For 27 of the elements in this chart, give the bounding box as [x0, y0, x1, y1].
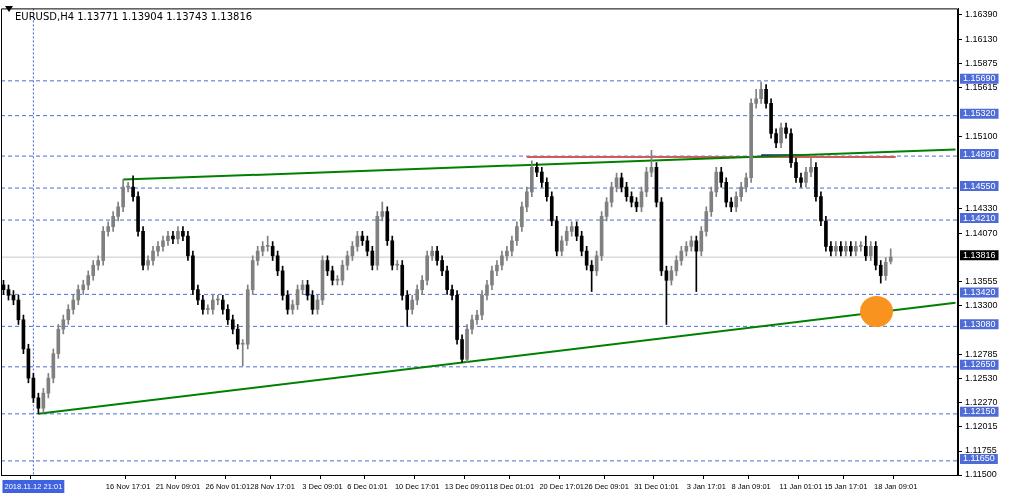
ref-line-label: 1.14550	[963, 180, 996, 191]
y-tick-label: 1.11500	[965, 469, 997, 480]
ref-line-label: 1.12150	[963, 406, 996, 417]
y-tick-label: 1.16390	[965, 9, 998, 20]
y-tick-label: 1.12015	[965, 421, 998, 432]
y-tick-label: 1.11755	[965, 445, 997, 456]
y-tick-label: 1.13300	[965, 300, 998, 311]
ref-line-label: 1.13816	[963, 249, 996, 260]
ref-line-label: 1.14890	[963, 148, 996, 159]
ref-line-label: 1.15320	[963, 108, 996, 119]
ref-line-label: 1.13420	[963, 286, 996, 297]
y-tick-label: 1.15100	[965, 130, 998, 141]
ref-line-label: 1.15690	[963, 73, 996, 84]
chart-title: EURUSD,H4 1.13771 1.13904 1.13743 1.13816	[15, 10, 253, 22]
ref-line-label: 1.14210	[963, 212, 996, 223]
y-tick-label: 1.16130	[965, 33, 998, 44]
ref-line-label: 1.13080	[963, 318, 996, 329]
y-tick-label: 1.12270	[965, 397, 998, 408]
y-tick-label: 1.15875	[965, 57, 998, 68]
y-tick-label: 1.12530	[965, 372, 998, 383]
y-tick-label: 1.13555	[965, 276, 998, 287]
y-tick-label: 1.14330	[965, 203, 998, 214]
y-tick-label: 1.15615	[965, 82, 998, 93]
ref-line-label: 1.11650	[963, 453, 995, 464]
y-tick-label: 1.14070	[965, 227, 998, 238]
y-tick-label: 1.12785	[965, 348, 998, 359]
ref-line-label: 1.12650	[963, 359, 996, 370]
